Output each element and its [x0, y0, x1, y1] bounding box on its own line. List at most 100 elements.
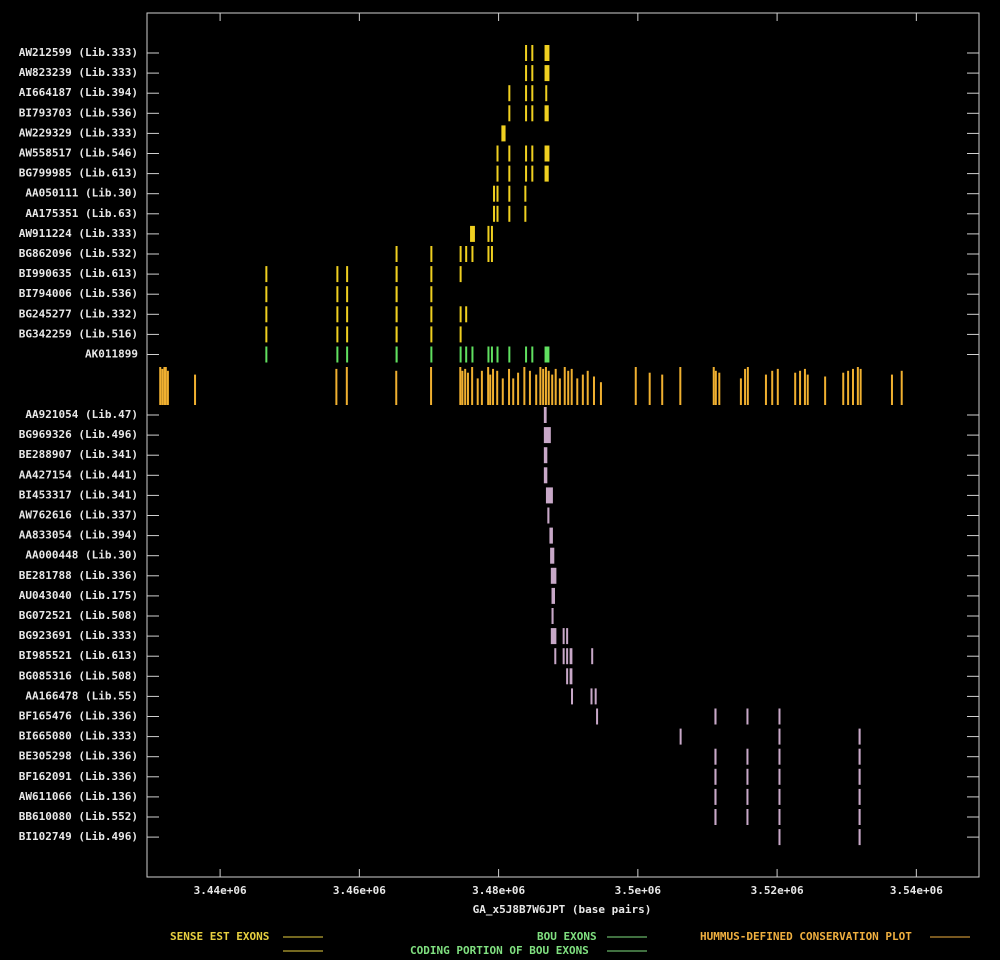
exon [551, 587, 555, 604]
exon [430, 286, 433, 303]
exon [459, 326, 462, 343]
exon [679, 728, 682, 745]
track-label: AW229329 (Lib.333) [19, 126, 138, 139]
conservation-bar [551, 374, 554, 405]
exon [490, 225, 493, 242]
exon [508, 145, 511, 162]
conservation-bar [489, 374, 492, 405]
track-label: AW558517 (Lib.546) [19, 147, 138, 160]
conservation-bar [563, 367, 566, 405]
track-label: BI985521 (Lib.613) [19, 649, 138, 662]
exon [465, 306, 468, 323]
exon [524, 205, 527, 222]
exon [265, 346, 268, 363]
track-label: AU043040 (Lib.175) [19, 589, 138, 602]
x-tick-label: 3.44e+06 [194, 884, 247, 897]
exon [571, 688, 574, 705]
conservation-bar [576, 378, 579, 405]
exon [746, 768, 749, 785]
exon [346, 346, 349, 363]
track-label: AW911224 (Lib.333) [19, 227, 138, 240]
exon [544, 165, 549, 182]
exon [545, 487, 553, 504]
exon [778, 748, 781, 765]
conservation-bar [461, 370, 464, 405]
conservation-bar [851, 368, 854, 405]
exon [714, 788, 717, 805]
conservation-bar [648, 372, 651, 405]
exon [550, 567, 557, 584]
conservation-bar [634, 367, 637, 405]
conservation-bar [544, 367, 547, 405]
exon [525, 145, 528, 162]
track-label: AW823239 (Lib.333) [19, 66, 138, 79]
conservation-bar [746, 367, 749, 405]
exon [544, 45, 550, 61]
x-tick-label: 3.52e+06 [751, 884, 804, 897]
conservation-bar [194, 374, 197, 405]
track-label: BI453317 (Lib.341) [19, 488, 138, 501]
track-label: AA833054 (Lib.394) [19, 529, 138, 542]
track-label: BF165476 (Lib.336) [19, 710, 138, 723]
conservation-bar [164, 367, 167, 405]
conservation-bar [161, 368, 164, 405]
conservation-bar [466, 372, 469, 405]
exon [346, 326, 349, 343]
exon [543, 467, 548, 484]
exon [531, 105, 534, 122]
exon [858, 768, 861, 785]
conservation-bar [496, 370, 499, 405]
exon [496, 346, 499, 363]
conservation-bar [847, 370, 850, 405]
conservation-bar [586, 370, 589, 405]
conservation-bar [512, 378, 515, 405]
exon [554, 648, 557, 665]
exon [778, 728, 781, 745]
exon [550, 628, 557, 645]
exon [543, 447, 548, 464]
exon [493, 205, 496, 222]
exon [525, 85, 528, 102]
track-label: BI793703 (Lib.536) [19, 106, 138, 119]
conservation-bar [842, 372, 845, 405]
exon [395, 246, 398, 262]
exon [531, 85, 534, 102]
exon [569, 648, 573, 665]
track-label: BI102749 (Lib.496) [19, 830, 138, 843]
legend-label: CODING PORTION OF BOU EXONS [410, 944, 589, 957]
exon [459, 306, 462, 323]
exon [336, 346, 339, 363]
exon [549, 527, 553, 544]
track-label: AI664187 (Lib.394) [19, 86, 138, 99]
conservation-bar [480, 370, 483, 405]
exon [545, 85, 548, 102]
conservation-bar [508, 368, 511, 405]
exon [459, 346, 462, 363]
conservation-bar [528, 370, 531, 405]
exon [566, 628, 569, 645]
exon [531, 65, 534, 82]
conservation-bar [570, 368, 573, 405]
conservation-bar [163, 367, 166, 405]
track-label: AA166478 (Lib.55) [25, 689, 138, 702]
conservation-bar [856, 367, 859, 405]
track-label: BG862096 (Lib.532) [19, 247, 138, 260]
conservation-bar [718, 372, 721, 405]
exon [531, 145, 534, 162]
exon [544, 105, 549, 122]
exon [459, 246, 462, 262]
conservation-bar [159, 367, 162, 405]
track-label: AA050111 (Lib.30) [25, 187, 138, 200]
exon [508, 205, 511, 222]
conservation-bar [547, 370, 550, 405]
exon [551, 608, 554, 624]
x-tick-label: 3.46e+06 [333, 884, 386, 897]
exon [496, 165, 499, 182]
exon [336, 266, 339, 283]
exon [778, 809, 781, 825]
exon [430, 346, 433, 363]
exon [714, 748, 717, 765]
legend-label: HUMMUS-DEFINED CONSERVATION PLOT [700, 930, 912, 943]
conservation-bar [739, 378, 742, 405]
